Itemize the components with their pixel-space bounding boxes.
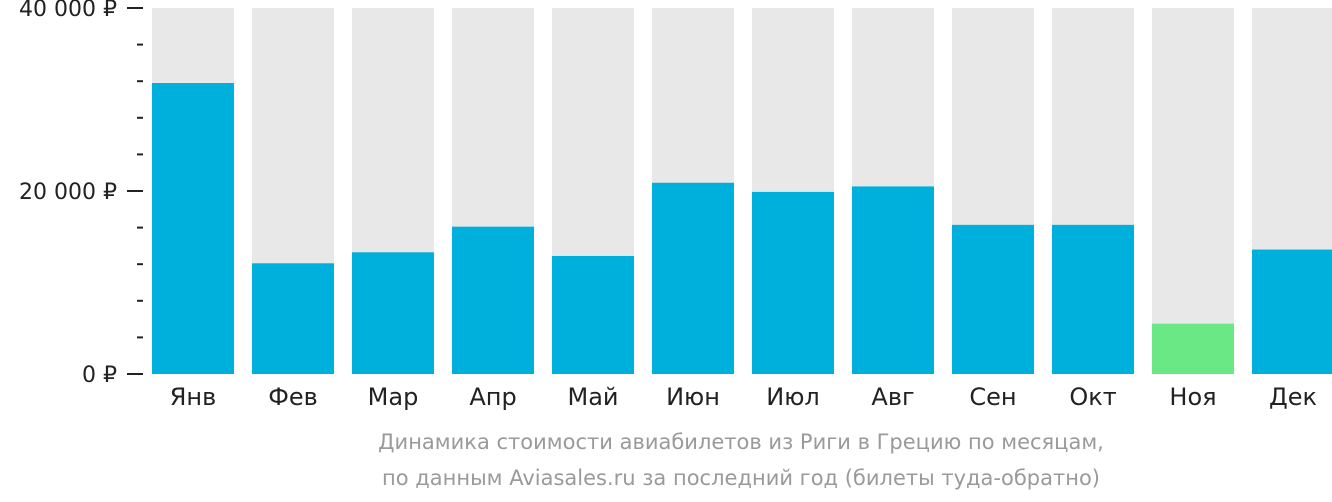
x-tick-label: Фев [268, 383, 318, 411]
price-bar-chart: 0 ₽ 20 000 ₽ 40 000 ₽ Янв Фев Мар Апр Май Июн Июл… [19, 0, 1332, 411]
x-tick-label: Авг [871, 383, 914, 411]
x-tick-label: Май [567, 383, 618, 411]
bar [152, 83, 234, 374]
bar [752, 191, 834, 374]
x-tick-label: Сен [969, 383, 1016, 411]
bar [352, 252, 434, 374]
bar [552, 255, 634, 374]
bar [952, 224, 1034, 374]
x-tick-label: Апр [469, 383, 516, 411]
chart-caption-line-1: Динамика стоимости авиабилетов из Риги в… [378, 430, 1104, 454]
y-tick-label: 20 000 ₽ [19, 180, 117, 205]
x-tick-label: Окт [1069, 383, 1116, 411]
y-tick-label: 40 000 ₽ [19, 0, 117, 22]
x-tick-label: Мар [368, 383, 419, 411]
bar-background [1152, 8, 1234, 374]
x-tick-label: Июн [666, 383, 720, 411]
bar [1152, 323, 1234, 374]
bar [852, 186, 934, 374]
x-tick-label: Ноя [1169, 383, 1216, 411]
bar [652, 182, 734, 374]
bar [1052, 224, 1134, 374]
y-tick-label: 0 ₽ [82, 363, 117, 388]
x-tick-label: Дек [1269, 383, 1317, 411]
x-tick-label: Июл [766, 383, 820, 411]
x-tick-label: Янв [170, 383, 217, 411]
bar [452, 226, 534, 374]
bar [1252, 249, 1332, 374]
bar [252, 263, 334, 374]
chart-caption-line-2: по данным Aviasales.ru за последний год … [382, 466, 1100, 490]
